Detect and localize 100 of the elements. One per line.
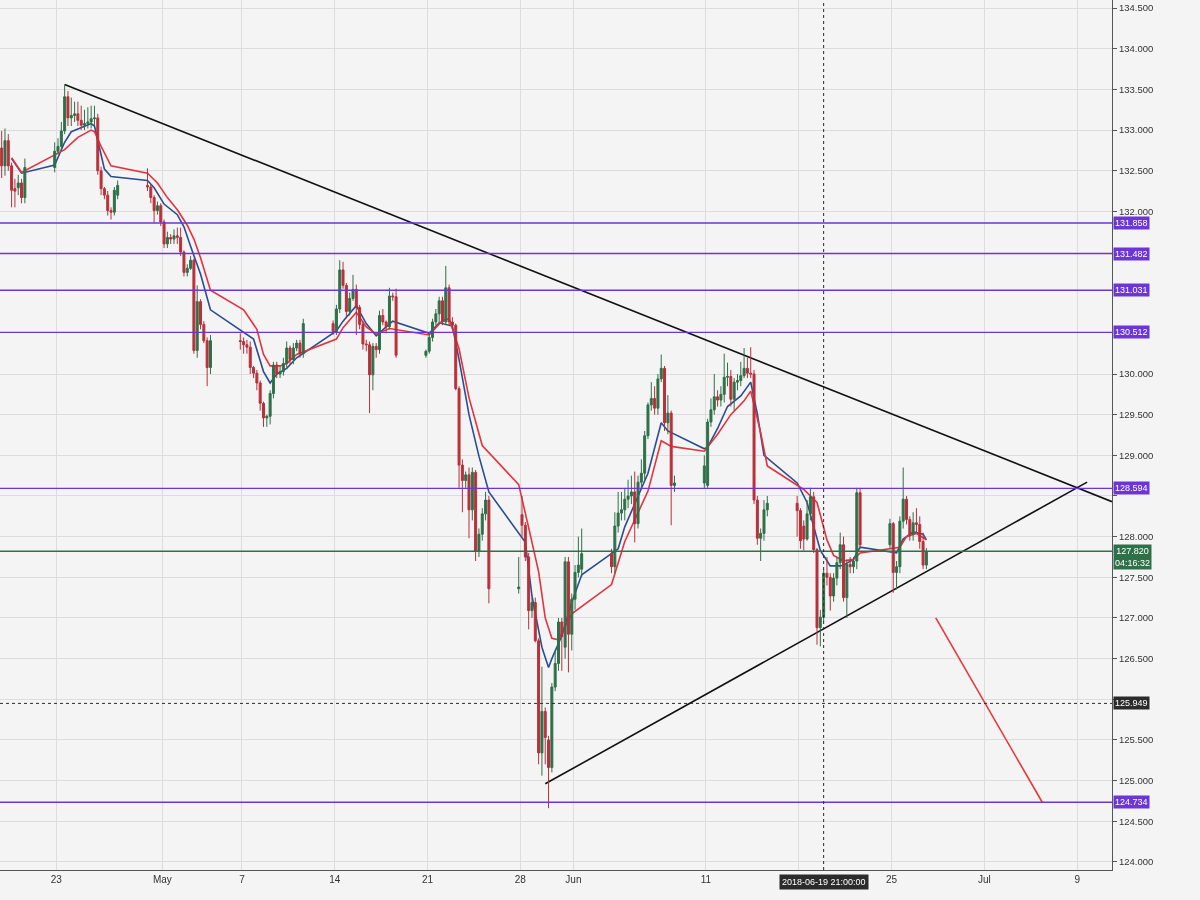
candlestick [291, 342, 295, 365]
candlestick [464, 471, 468, 489]
candlestick [629, 475, 633, 505]
x-tick-label: Jul [977, 874, 991, 885]
candlestick [86, 106, 90, 129]
candlestick [66, 90, 70, 127]
candlestick [467, 467, 471, 539]
candlestick [517, 556, 521, 595]
x-tick-label: 11 [700, 874, 712, 885]
ref-line-label: 125.949 [1115, 698, 1148, 708]
y-tick-label: 132.500 [1118, 165, 1154, 177]
candlestick [530, 597, 534, 619]
candlestick [666, 394, 670, 435]
y-tick-label: 124.500 [1118, 815, 1154, 827]
candlestick [172, 228, 176, 245]
candlestick [3, 127, 7, 177]
candlestick [53, 141, 57, 173]
candlestick [374, 342, 378, 359]
candlestick [891, 521, 895, 594]
candlestick [23, 158, 27, 204]
x-tick-label: 14 [329, 874, 341, 885]
candlestick [298, 339, 302, 359]
candlestick [92, 105, 96, 127]
candlestick [83, 109, 86, 131]
candlestick [440, 296, 444, 326]
candlestick [387, 287, 391, 330]
candlestick [888, 518, 892, 550]
candlestick [716, 389, 720, 408]
ref-line-label: 130.512 [1115, 327, 1148, 337]
y-tick-label: 127.000 [1118, 612, 1154, 624]
candlestick [368, 341, 372, 414]
candlestick [673, 475, 676, 493]
y-tick-label: 126.500 [1118, 652, 1154, 664]
y-tick-label: 134.000 [1118, 43, 1154, 55]
candlestick [106, 190, 110, 216]
candlestick [566, 556, 570, 673]
candlestick [275, 361, 279, 379]
ref-line-label: 131.031 [1115, 285, 1148, 295]
candlestick [560, 617, 564, 672]
y-tick-label: 125.500 [1118, 734, 1154, 746]
candlestick [470, 467, 474, 521]
candlestick [20, 178, 24, 204]
candlestick [69, 97, 73, 127]
y-tick-label: 129.500 [1118, 409, 1154, 420]
candlestick [331, 319, 335, 336]
candlestick [208, 334, 212, 375]
y-tick-label: 130.000 [1118, 368, 1154, 380]
candlestick [301, 318, 305, 359]
candlestick [165, 231, 169, 249]
candlestick [540, 666, 544, 777]
candlestick [354, 284, 358, 336]
y-tick-label: 128.000 [1118, 530, 1154, 542]
candlestick [0, 130, 4, 179]
candlestick [378, 310, 381, 355]
candlestick [242, 336, 246, 355]
candlestick [729, 369, 733, 408]
candlestick [76, 101, 80, 127]
ref-line-label: 124.734 [1115, 797, 1148, 807]
y-tick-label: 133.500 [1118, 83, 1154, 95]
candlestick [669, 410, 673, 526]
ref-line-label: 128.594 [1115, 483, 1148, 493]
x-tick-label: 21 [422, 874, 434, 885]
y-tick-label: 124.000 [1118, 856, 1154, 868]
ref-line-label: 131.858 [1115, 218, 1148, 228]
ref-line-label: 127.820 04:16:32 [1115, 546, 1151, 568]
ref-line-label: 131.482 [1115, 249, 1148, 259]
candlestick [195, 284, 199, 359]
candlestick [858, 487, 862, 550]
y-tick-label: 132.000 [1118, 205, 1154, 217]
candlestick [169, 233, 173, 245]
x-tick-label: Jun [565, 874, 582, 885]
candlestick [447, 284, 451, 326]
y-tick-label: 127.500 [1118, 571, 1154, 583]
candlestick [732, 377, 736, 412]
candlestick [563, 556, 567, 660]
candlestick [845, 558, 849, 619]
candlestick [722, 353, 726, 403]
candlestick [911, 511, 915, 542]
candlestick [288, 345, 292, 365]
candlestick [89, 105, 93, 129]
y-tick-label: 133.000 [1118, 124, 1154, 136]
x-tick-label: 7 [239, 874, 246, 885]
candlestick [842, 536, 846, 603]
ref-line-label: 2018-06-19 21:00:00 [782, 877, 866, 887]
candlestick [474, 469, 478, 562]
candlestick [633, 471, 637, 543]
candlestick [155, 201, 159, 216]
candlestick [487, 495, 491, 604]
x-tick-label: 9 [1074, 874, 1081, 885]
candlestick [73, 101, 77, 123]
candlestick [653, 385, 657, 416]
candlestick [248, 341, 252, 375]
y-tick-label: 134.500 [1118, 2, 1154, 14]
x-tick-label: May [152, 874, 172, 885]
candlestick [610, 548, 613, 574]
candlestick [192, 258, 196, 355]
y-tick-label: 125.000 [1118, 774, 1154, 786]
candlestick [444, 265, 448, 326]
candlestick [848, 556, 852, 574]
candlestick [238, 332, 242, 351]
